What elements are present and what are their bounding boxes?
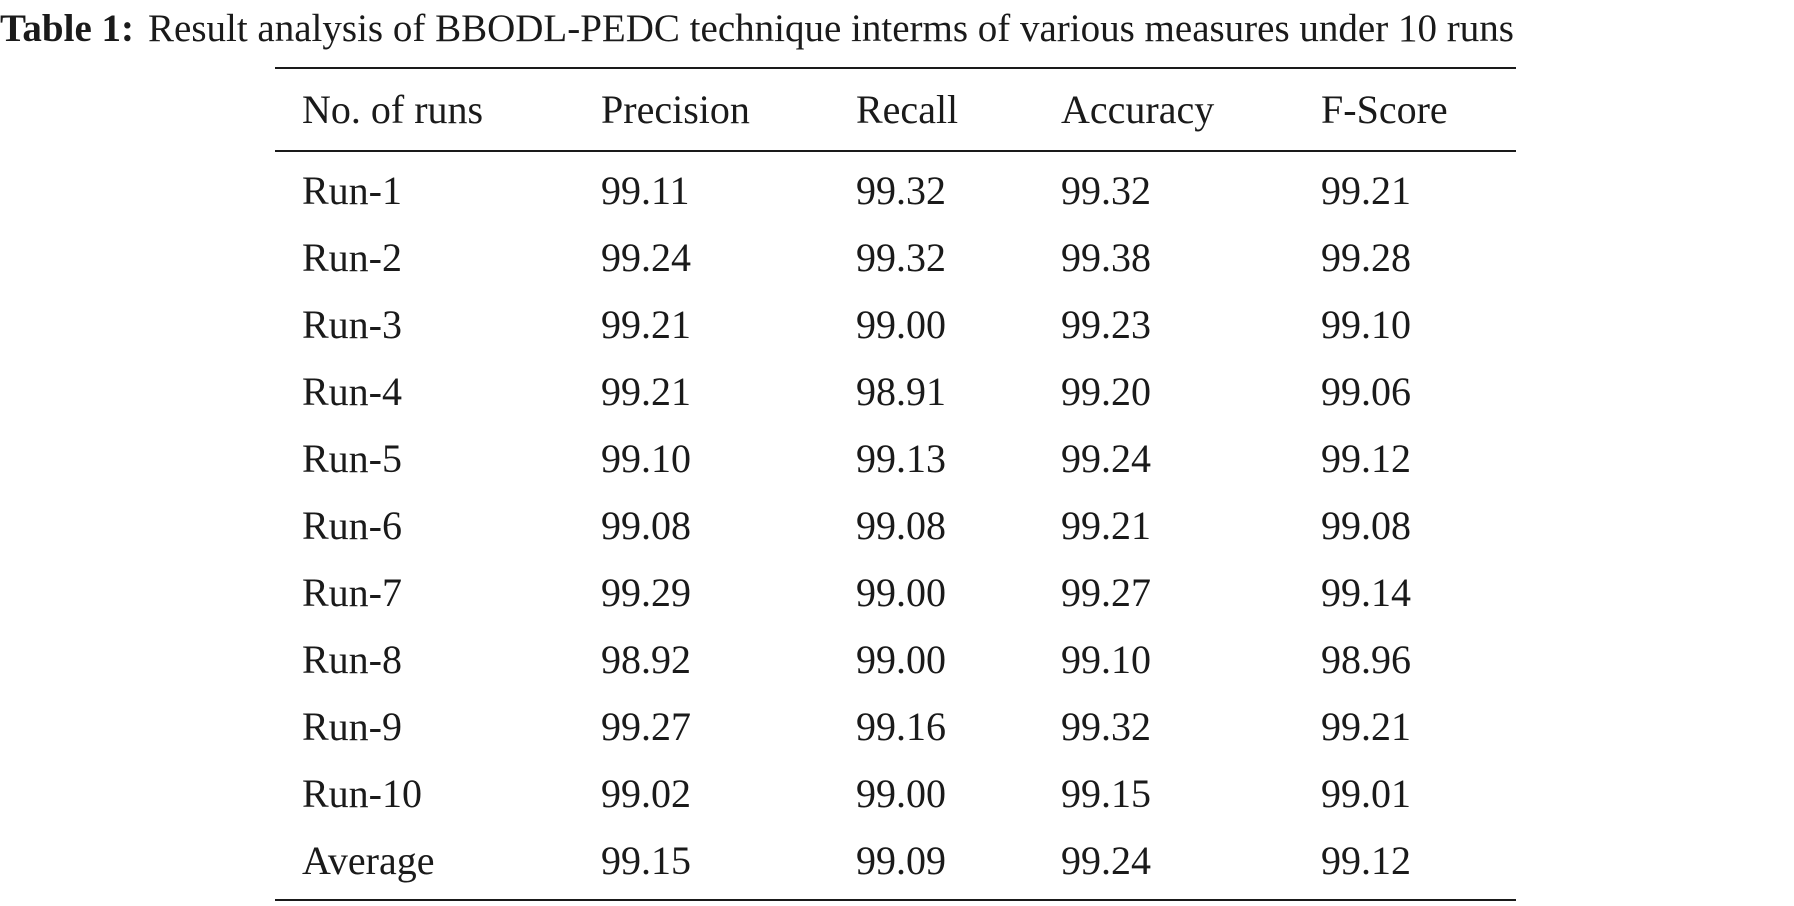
cell-recall: 98.91 xyxy=(856,369,946,414)
cell-run: Run-5 xyxy=(302,436,402,481)
cell-accuracy: 99.32 xyxy=(1061,168,1151,213)
cell-precision: 99.27 xyxy=(601,704,691,749)
cell-run: Run-3 xyxy=(302,302,402,347)
table-row: Run-5 99.10 99.13 99.24 99.12 xyxy=(275,425,1516,492)
results-table: No. of runs Precision Recall Accuracy F-… xyxy=(275,67,1516,901)
header-accuracy: Accuracy xyxy=(1061,87,1215,132)
table-row: Run-7 99.29 99.00 99.27 99.14 xyxy=(275,559,1516,626)
cell-accuracy: 99.10 xyxy=(1061,637,1151,682)
cell-f-score: 99.01 xyxy=(1321,771,1411,816)
table-caption: Table 1: Result analysis of BBODL-PEDC te… xyxy=(0,6,1794,52)
cell-precision: 99.24 xyxy=(601,235,691,280)
cell-precision: 98.92 xyxy=(601,637,691,682)
cell-recall: 99.13 xyxy=(856,436,946,481)
table-row: Run-2 99.24 99.32 99.38 99.28 xyxy=(275,224,1516,291)
cell-precision: 99.21 xyxy=(601,302,691,347)
cell-run: Run-6 xyxy=(302,503,402,548)
cell-accuracy: 99.24 xyxy=(1061,436,1151,481)
table-row: Run-1 99.11 99.32 99.32 99.21 xyxy=(275,157,1516,224)
cell-recall: 99.08 xyxy=(856,503,946,548)
cell-run: Run-7 xyxy=(302,570,402,615)
table-row: Run-8 98.92 99.00 99.10 98.96 xyxy=(275,626,1516,693)
cell-precision: 99.08 xyxy=(601,503,691,548)
cell-run: Average xyxy=(302,838,435,883)
cell-accuracy: 99.23 xyxy=(1061,302,1151,347)
table-header-row: No. of runs Precision Recall Accuracy F-… xyxy=(275,69,1516,152)
cell-accuracy: 99.15 xyxy=(1061,771,1151,816)
cell-recall: 99.00 xyxy=(856,637,946,682)
table-row: Run-9 99.27 99.16 99.32 99.21 xyxy=(275,693,1516,760)
cell-precision: 99.02 xyxy=(601,771,691,816)
cell-f-score: 99.14 xyxy=(1321,570,1411,615)
cell-run: Run-1 xyxy=(302,168,402,213)
cell-f-score: 99.12 xyxy=(1321,436,1411,481)
table-body: Run-1 99.11 99.32 99.32 99.21 Run-2 99.2… xyxy=(275,152,1516,899)
cell-accuracy: 99.21 xyxy=(1061,503,1151,548)
cell-run: Run-8 xyxy=(302,637,402,682)
cell-precision: 99.21 xyxy=(601,369,691,414)
cell-accuracy: 99.27 xyxy=(1061,570,1151,615)
cell-run: Run-4 xyxy=(302,369,402,414)
cell-accuracy: 99.20 xyxy=(1061,369,1151,414)
header-precision: Precision xyxy=(601,87,750,132)
cell-recall: 99.00 xyxy=(856,302,946,347)
header-f-score: F-Score xyxy=(1321,87,1448,132)
table-caption-text: Result analysis of BBODL-PEDC technique … xyxy=(148,7,1514,50)
cell-f-score: 99.21 xyxy=(1321,168,1411,213)
cell-f-score: 99.28 xyxy=(1321,235,1411,280)
table-row: Run-10 99.02 99.00 99.15 99.01 xyxy=(275,760,1516,827)
header-no-of-runs: No. of runs xyxy=(302,87,484,132)
cell-f-score: 98.96 xyxy=(1321,637,1411,682)
table-row: Run-6 99.08 99.08 99.21 99.08 xyxy=(275,492,1516,559)
cell-f-score: 99.12 xyxy=(1321,838,1411,883)
cell-recall: 99.32 xyxy=(856,168,946,213)
cell-recall: 99.16 xyxy=(856,704,946,749)
cell-precision: 99.11 xyxy=(601,168,690,213)
cell-f-score: 99.06 xyxy=(1321,369,1411,414)
cell-f-score: 99.21 xyxy=(1321,704,1411,749)
cell-f-score: 99.08 xyxy=(1321,503,1411,548)
cell-accuracy: 99.24 xyxy=(1061,838,1151,883)
cell-accuracy: 99.32 xyxy=(1061,704,1151,749)
cell-precision: 99.15 xyxy=(601,838,691,883)
cell-precision: 99.29 xyxy=(601,570,691,615)
table-row: Run-4 99.21 98.91 99.20 99.06 xyxy=(275,358,1516,425)
cell-f-score: 99.10 xyxy=(1321,302,1411,347)
cell-accuracy: 99.38 xyxy=(1061,235,1151,280)
table-row: Run-3 99.21 99.00 99.23 99.10 xyxy=(275,291,1516,358)
cell-recall: 99.00 xyxy=(856,771,946,816)
cell-recall: 99.00 xyxy=(856,570,946,615)
table-caption-label: Table 1: xyxy=(0,7,135,50)
header-recall: Recall xyxy=(856,87,959,132)
cell-run: Run-2 xyxy=(302,235,402,280)
cell-recall: 99.32 xyxy=(856,235,946,280)
cell-run: Run-9 xyxy=(302,704,402,749)
cell-recall: 99.09 xyxy=(856,838,946,883)
cell-run: Run-10 xyxy=(302,771,422,816)
table-row-average: Average 99.15 99.09 99.24 99.12 xyxy=(275,827,1516,894)
cell-precision: 99.10 xyxy=(601,436,691,481)
